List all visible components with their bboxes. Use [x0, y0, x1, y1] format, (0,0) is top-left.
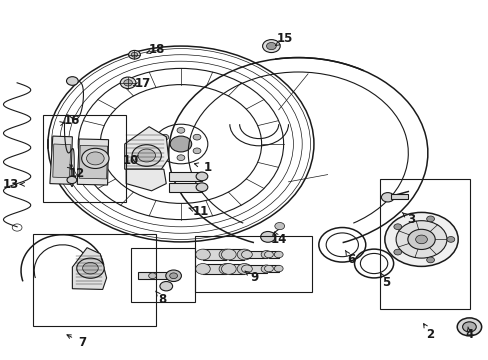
Circle shape [177, 127, 184, 133]
Text: 16: 16 [64, 114, 81, 127]
Bar [268, 251, 278, 258]
Circle shape [221, 249, 236, 260]
Polygon shape [50, 136, 72, 184]
Circle shape [446, 237, 454, 242]
Polygon shape [53, 144, 71, 178]
Circle shape [241, 265, 252, 273]
Bar [33, 234, 155, 326]
Circle shape [161, 148, 168, 154]
Circle shape [261, 265, 271, 273]
Circle shape [274, 222, 284, 230]
Circle shape [86, 152, 104, 165]
Circle shape [81, 148, 109, 168]
Text: 5: 5 [382, 276, 389, 289]
Text: 18: 18 [148, 43, 164, 56]
Bar [43, 115, 126, 202]
Polygon shape [126, 169, 166, 191]
Circle shape [262, 40, 280, 53]
Circle shape [393, 224, 401, 230]
Bar [380, 179, 469, 309]
Circle shape [237, 264, 251, 274]
Circle shape [219, 264, 233, 274]
Bar [228, 249, 244, 260]
Circle shape [169, 273, 177, 279]
Bar [203, 249, 226, 260]
Bar [246, 265, 266, 273]
Circle shape [128, 50, 140, 59]
Text: 15: 15 [276, 32, 293, 45]
Circle shape [131, 52, 138, 57]
Circle shape [237, 249, 251, 260]
Circle shape [221, 264, 236, 274]
Circle shape [177, 155, 184, 161]
Text: 13: 13 [2, 178, 19, 191]
Circle shape [261, 251, 271, 258]
Text: 7: 7 [78, 336, 86, 349]
Circle shape [120, 77, 136, 89]
Circle shape [415, 235, 427, 244]
Circle shape [148, 273, 156, 279]
Text: 10: 10 [122, 154, 139, 167]
Circle shape [393, 249, 401, 255]
Circle shape [132, 145, 161, 166]
Circle shape [67, 176, 77, 184]
Circle shape [462, 322, 475, 332]
Bar [194, 236, 311, 292]
Circle shape [196, 172, 207, 181]
Bar [168, 183, 202, 192]
Circle shape [82, 262, 98, 274]
Circle shape [193, 134, 201, 140]
Bar [246, 251, 266, 258]
Circle shape [241, 251, 252, 258]
Text: 4: 4 [465, 328, 472, 341]
Circle shape [456, 318, 481, 336]
Text: 8: 8 [158, 293, 166, 306]
Circle shape [138, 149, 155, 162]
Circle shape [195, 249, 210, 260]
Circle shape [266, 42, 276, 50]
Text: 12: 12 [69, 167, 85, 180]
Text: 9: 9 [250, 271, 258, 284]
Circle shape [160, 282, 172, 291]
Circle shape [196, 183, 207, 192]
Circle shape [161, 134, 168, 140]
Polygon shape [77, 139, 108, 185]
Circle shape [274, 251, 283, 258]
Circle shape [407, 229, 434, 249]
Circle shape [195, 264, 210, 274]
Bar [268, 265, 278, 272]
Circle shape [260, 231, 275, 242]
Text: 2: 2 [426, 328, 433, 341]
Bar [390, 194, 407, 199]
Bar [228, 264, 244, 274]
Circle shape [165, 270, 181, 282]
Circle shape [77, 258, 104, 278]
Bar [131, 248, 194, 302]
Circle shape [264, 251, 273, 258]
Circle shape [66, 77, 78, 85]
Polygon shape [79, 145, 107, 179]
Circle shape [426, 257, 434, 263]
Text: 17: 17 [135, 77, 151, 90]
Bar [138, 272, 167, 279]
Circle shape [264, 265, 273, 272]
Circle shape [123, 80, 132, 86]
Text: 11: 11 [192, 205, 208, 218]
Text: 3: 3 [406, 213, 414, 226]
Circle shape [170, 136, 191, 152]
Bar [168, 172, 202, 181]
Circle shape [395, 221, 446, 258]
Text: 6: 6 [346, 253, 354, 266]
Text: 1: 1 [203, 161, 211, 174]
Circle shape [193, 148, 201, 154]
Polygon shape [124, 127, 168, 169]
Polygon shape [72, 248, 106, 289]
Circle shape [384, 212, 457, 266]
Bar [203, 264, 226, 274]
Circle shape [219, 249, 233, 260]
Circle shape [274, 265, 283, 272]
Circle shape [426, 216, 434, 222]
Circle shape [381, 193, 393, 202]
Text: 14: 14 [270, 233, 286, 246]
